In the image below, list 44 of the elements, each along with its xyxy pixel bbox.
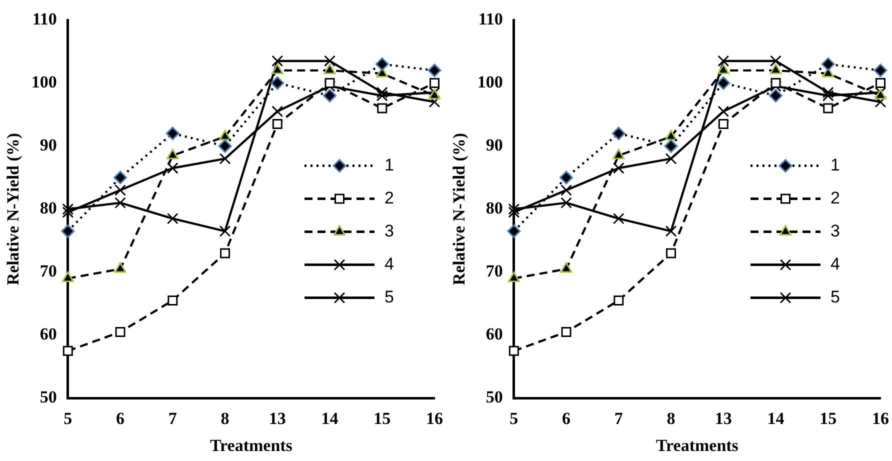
- y-tick-label: 90: [40, 135, 57, 154]
- legend-label: 1: [830, 155, 840, 174]
- y-tick-label: 60: [486, 324, 503, 344]
- x-tick-label: 16: [426, 408, 443, 428]
- y-tick-label: 90: [486, 135, 503, 154]
- y-tick-label: 100: [31, 72, 57, 92]
- x-tick-label: 5: [64, 408, 72, 428]
- legend-label: 2: [384, 188, 394, 208]
- legend-label: 5: [830, 287, 840, 306]
- x-tick-label: 7: [168, 408, 178, 428]
- legend-label: 3: [830, 221, 840, 240]
- legend-label: 3: [384, 221, 394, 240]
- legend-label: 1: [384, 155, 394, 174]
- x-tick-label: 16: [872, 408, 889, 428]
- x-tick-label: 13: [714, 408, 732, 428]
- legend-label: 4: [384, 254, 394, 274]
- x-tick-label: 13: [268, 408, 286, 428]
- y-tick-label: 50: [40, 388, 57, 407]
- x-tick-label: 8: [220, 408, 230, 428]
- x-tick-label: 5: [510, 408, 518, 428]
- y-tick-label: 50: [486, 388, 503, 407]
- x-tick-label: 6: [562, 408, 571, 428]
- x-tick-label: 15: [820, 408, 837, 428]
- y-tick-label: 70: [486, 262, 503, 281]
- x-tick-label: 6: [116, 408, 125, 428]
- y-tick-label: 100: [477, 72, 503, 92]
- x-tick-label: 8: [666, 408, 676, 428]
- y-tick-label: 110: [478, 9, 503, 28]
- legend-label: 4: [830, 254, 840, 274]
- y-tick-label: 80: [486, 198, 503, 218]
- x-tick-label: 14: [321, 408, 339, 428]
- y-tick-label: 70: [40, 262, 57, 281]
- x-axis-title: Treatments: [656, 436, 739, 456]
- y-axis-title: Relative N-Yield (%): [450, 132, 469, 286]
- x-axis-title: Treatments: [210, 436, 293, 456]
- y-tick-label: 110: [32, 9, 57, 28]
- y-tick-label: 80: [40, 198, 57, 218]
- x-tick-label: 14: [767, 408, 785, 428]
- legend-label: 5: [384, 287, 394, 306]
- x-tick-label: 15: [374, 408, 391, 428]
- legend-label: 2: [830, 188, 840, 208]
- y-axis-title: Relative N-Yield (%): [4, 132, 23, 286]
- y-tick-label: 60: [40, 324, 57, 344]
- x-tick-label: 7: [614, 408, 624, 428]
